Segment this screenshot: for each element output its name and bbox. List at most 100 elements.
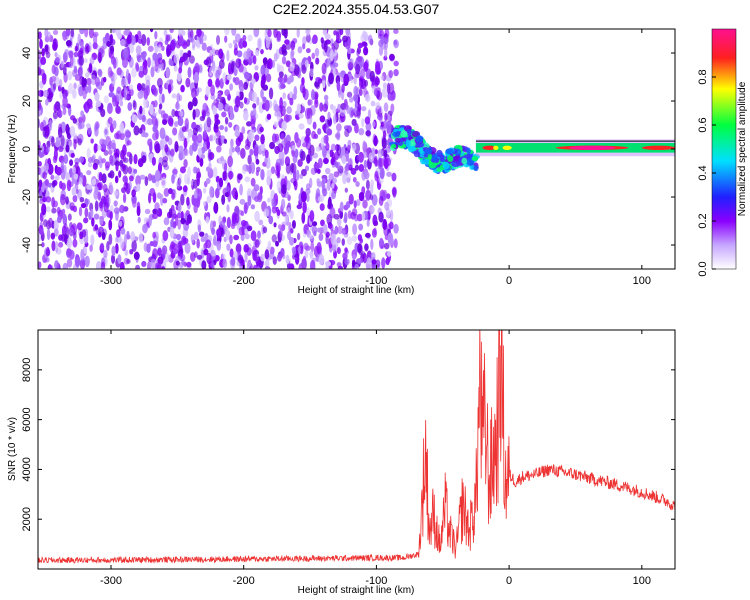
- heatmap-cell: [234, 33, 241, 43]
- heatmap-cell: [112, 95, 118, 107]
- heatmap-cell: [154, 202, 160, 211]
- heatmap-cell: [196, 254, 203, 260]
- heatmap-cell: [153, 140, 160, 153]
- heatmap-cell: [332, 114, 337, 125]
- heatmap-cell: [172, 168, 178, 175]
- heatmap-cell: [50, 92, 54, 98]
- heatmap-cell: [320, 37, 324, 44]
- heatmap-cell: [215, 137, 222, 146]
- heatmap-cell: [73, 82, 77, 90]
- heatmap-cell: [102, 183, 108, 193]
- heatmap-cell: [235, 243, 242, 254]
- heatmap-cell: [164, 252, 170, 263]
- heatmap-cell: [386, 193, 391, 200]
- heatmap-cell: [323, 94, 329, 101]
- snr-y-ticks: 2000 4000 6000 8000: [21, 358, 675, 531]
- heatmap-cell: [79, 258, 86, 269]
- heatmap-cell: [56, 216, 62, 224]
- heatmap-cell: [310, 167, 317, 175]
- heatmap-cell: [287, 114, 292, 121]
- heatmap-cell: [347, 210, 352, 220]
- heatmap-cell: [62, 95, 68, 108]
- heatmap-cell: [215, 187, 220, 199]
- heatmap-cell: [288, 263, 295, 269]
- heatmap-cell: [386, 157, 392, 167]
- heatmap-cell: [45, 145, 51, 153]
- heatmap-cell: [223, 138, 228, 144]
- heatmap-cell: [384, 201, 390, 211]
- heatmap-cell: [119, 238, 125, 250]
- heatmap-cell: [72, 238, 78, 248]
- heatmap-cell: [224, 89, 230, 97]
- heatmap-cell: [206, 116, 212, 128]
- heatmap-cell: [168, 117, 174, 126]
- heatmap-cell: [358, 88, 363, 96]
- heatmap-cell: [262, 84, 269, 91]
- heatmap-cell: [243, 110, 249, 121]
- heatmap-cell: [393, 39, 399, 49]
- heatmap-cell: [309, 68, 314, 78]
- heatmap-cell: [65, 172, 70, 181]
- heatmap-cell: [254, 239, 260, 248]
- heatmap-cell: [282, 92, 287, 100]
- heatmap-cell: [161, 45, 165, 52]
- heatmap-cell: [187, 128, 194, 138]
- heatmap-cell: [336, 217, 342, 227]
- heatmap-cell: [325, 142, 330, 151]
- heatmap-cell: [48, 217, 53, 229]
- heatmap-cell: [239, 198, 246, 205]
- heatmap-cell: [117, 32, 123, 40]
- heatmap-cell: [229, 234, 233, 245]
- heatmap-cell: [186, 196, 190, 206]
- heatmap-cell: [353, 200, 357, 209]
- heatmap-cell: [260, 169, 265, 181]
- heatmap-cell: [157, 256, 164, 265]
- heatmap-cell: [144, 176, 149, 187]
- heatmap-cell: [228, 42, 233, 49]
- heatmap-cell: [116, 229, 121, 238]
- heatmap-cell: [124, 129, 131, 138]
- heatmap-cell: [340, 146, 346, 157]
- heatmap-cell: [51, 180, 56, 188]
- heatmap-cell: [353, 74, 357, 85]
- heatmap-cell: [344, 258, 350, 266]
- heatmap-cell: [119, 204, 125, 214]
- heatmap-cell: [133, 251, 140, 260]
- heatmap-cell: [300, 168, 307, 177]
- heatmap-cell: [324, 40, 328, 53]
- heatmap-cell: [393, 29, 399, 35]
- heatmap-cell: [305, 134, 310, 143]
- heatmap-cell: [393, 238, 398, 249]
- snr-plot-area: [38, 330, 675, 564]
- heatmap-cell: [171, 243, 178, 250]
- heatmap-cell: [301, 212, 306, 224]
- heatmap-cell: [68, 82, 74, 95]
- heatmap-cell: [264, 149, 269, 159]
- heatmap-cell: [84, 43, 90, 55]
- heatmap-cell: [279, 228, 283, 238]
- heatmap-cell: [272, 256, 277, 265]
- heatmap-cell: [313, 230, 317, 237]
- heatmap-cell: [46, 31, 52, 42]
- heatmap-cell: [163, 187, 170, 197]
- heatmap-cell: [363, 61, 369, 72]
- heatmap-cell: [288, 221, 292, 233]
- heatmap-cell: [165, 67, 171, 79]
- heatmap-cell: [374, 64, 381, 75]
- heatmap-cell: [190, 234, 195, 244]
- heatmap-cell: [138, 232, 144, 244]
- heatmap-cell: [342, 172, 347, 185]
- heatmap-cell: [405, 139, 411, 148]
- heatmap-cell: [322, 29, 328, 36]
- heatmap-cell: [266, 113, 272, 120]
- heatmap-cell: [301, 36, 307, 46]
- heatmap-cell: [387, 232, 394, 244]
- heatmap-cell: [240, 147, 246, 159]
- heatmap-cell: [136, 183, 141, 192]
- heatmap-cell: [281, 224, 286, 232]
- heatmap-cell: [347, 62, 354, 71]
- heatmap-cell: [283, 144, 288, 156]
- heatmap-cell: [191, 37, 196, 49]
- heatmap-cell: [171, 173, 175, 184]
- heatmap-cell: [100, 108, 106, 118]
